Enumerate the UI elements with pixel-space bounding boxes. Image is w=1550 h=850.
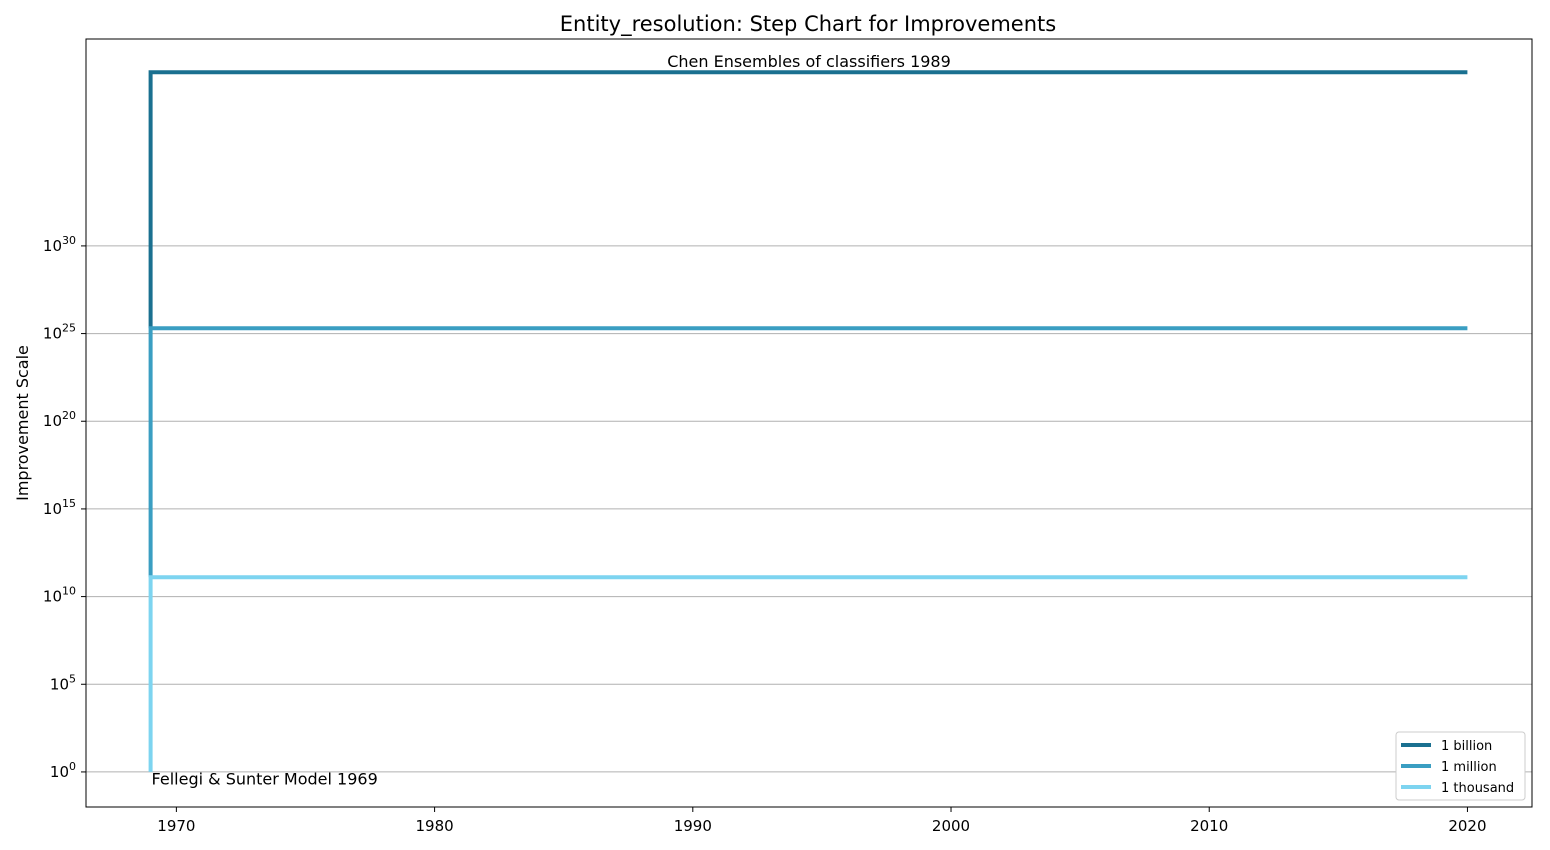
- legend: 1 billion 1 million 1 thousand: [1395, 731, 1526, 801]
- y-tick-label: 105: [50, 672, 76, 693]
- x-axis-ticks: 1970 1980 1990 2000 2010 2020: [157, 807, 1487, 835]
- y-tick-label: 1025: [43, 322, 76, 343]
- series-line: [148, 70, 1468, 329]
- legend-label: 1 million: [1441, 760, 1497, 775]
- x-tick-label: 1970: [157, 817, 195, 835]
- y-tick-label: 1010: [43, 585, 76, 606]
- annotation-text: Fellegi & Sunter Model 1969: [152, 770, 378, 789]
- x-tick-label: 1990: [674, 817, 712, 835]
- x-tick-label: 2020: [1448, 817, 1486, 835]
- y-tick-label: 1015: [43, 497, 76, 518]
- x-tick-label: 1980: [415, 817, 453, 835]
- legend-label: 1 billion: [1441, 739, 1492, 754]
- y-axis-title: Improvement Scale: [13, 345, 32, 501]
- legend-box: [1395, 731, 1526, 801]
- series-lines: [148, 70, 1468, 772]
- series-line: [148, 575, 1468, 772]
- grid-lines: [86, 245, 1532, 773]
- annotation-text: Chen Ensembles of classifiers 1989: [667, 52, 951, 71]
- x-tick-label: 2010: [1190, 817, 1228, 835]
- series-line: [148, 326, 1468, 578]
- x-tick-label: 2000: [932, 817, 970, 835]
- y-tick-label: 1020: [43, 409, 76, 430]
- chart-title: Entity_resolution: Step Chart for Improv…: [560, 12, 1056, 37]
- y-tick-label: 1030: [43, 234, 76, 255]
- y-tick-label: 100: [50, 760, 76, 781]
- annotations: Chen Ensembles of classifiers 1989 Felleg…: [152, 52, 951, 789]
- legend-label: 1 thousand: [1441, 781, 1514, 796]
- y-axis-ticks: 100 105 1010 1015 1020 1025 1030: [43, 234, 86, 781]
- plot-frame: [85, 38, 1533, 808]
